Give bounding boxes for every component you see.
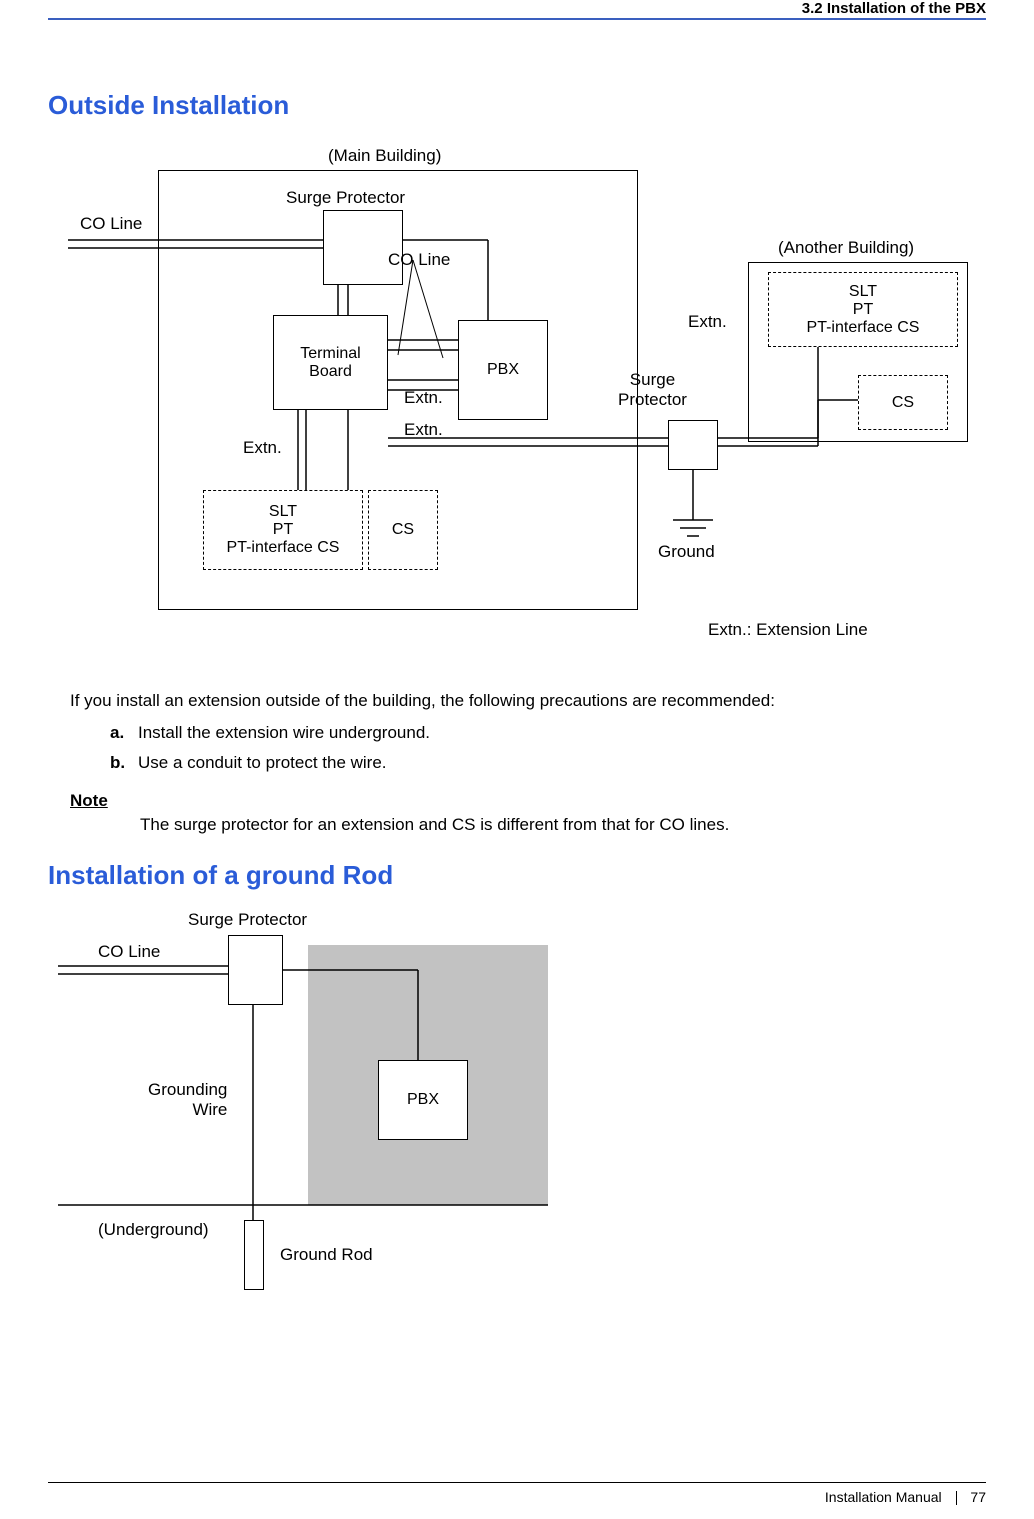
list-item-b-text: Use a conduit to protect the wire.: [138, 753, 387, 772]
label-underground: (Underground): [98, 1220, 209, 1240]
label-extn-2: Extn.: [404, 420, 443, 440]
surge-protector-main: [323, 210, 403, 285]
label-ground-rod: Ground Rod: [280, 1245, 373, 1265]
slt-box-another: SLT PT PT-interface CS: [768, 272, 958, 347]
footer: Installation Manual 77: [825, 1489, 986, 1505]
label-surge-protector-main: Surge Protector: [286, 188, 405, 208]
diagram2-wiring: [48, 900, 608, 1340]
legend-extn: Extn.: Extension Line: [708, 620, 868, 640]
label-co-line-left: CO Line: [80, 214, 142, 234]
heading-outside: Outside Installation: [48, 90, 289, 121]
list-item-a: a.Install the extension wire underground…: [110, 720, 950, 746]
cs-box-another: CS: [858, 375, 948, 430]
label-extn-4: Extn.: [688, 312, 727, 332]
surge-protector-right: [668, 420, 718, 470]
surge-protector-d2: [228, 935, 283, 1005]
pbx-box-d2: PBX: [378, 1060, 468, 1140]
label-grounding-wire: Grounding Wire: [148, 1080, 227, 1120]
diagram-outside-installation: (Main Building) (Another Building): [48, 140, 986, 660]
label-surge-protector-d2: Surge Protector: [188, 910, 307, 930]
footer-manual: Installation Manual: [825, 1489, 942, 1505]
header-section: 3.2 Installation of the PBX: [802, 0, 986, 17]
label-extn-3: Extn.: [243, 438, 282, 458]
pbx-box: PBX: [458, 320, 548, 420]
label-extn-1: Extn.: [404, 388, 443, 408]
note-heading: Note: [70, 791, 108, 810]
header-rule: [48, 18, 986, 20]
list-item-a-text: Install the extension wire underground.: [138, 723, 430, 742]
terminal-board-box: Terminal Board: [273, 315, 388, 410]
para-intro: If you install an extension outside of t…: [70, 688, 970, 714]
heading-ground-rod: Installation of a ground Rod: [48, 860, 393, 891]
slt-box-main: SLT PT PT-interface CS: [203, 490, 363, 570]
list-item-b: b.Use a conduit to protect the wire.: [110, 750, 950, 776]
label-ground: Ground: [658, 542, 715, 562]
note-text: The surge protector for an extension and…: [140, 812, 970, 838]
label-surge-protector-right: Surge Protector: [618, 370, 687, 410]
label-co-line-inside: CO Line: [388, 250, 450, 270]
footer-separator: [956, 1491, 957, 1505]
footer-page: 77: [970, 1489, 986, 1505]
diagram-ground-rod: Surge Protector CO Line PBX Grounding Wi…: [48, 900, 608, 1340]
cs-box-main: CS: [368, 490, 438, 570]
footer-rule: [48, 1482, 986, 1483]
ground-rod-box: [244, 1220, 264, 1290]
label-co-line-d2: CO Line: [98, 942, 160, 962]
